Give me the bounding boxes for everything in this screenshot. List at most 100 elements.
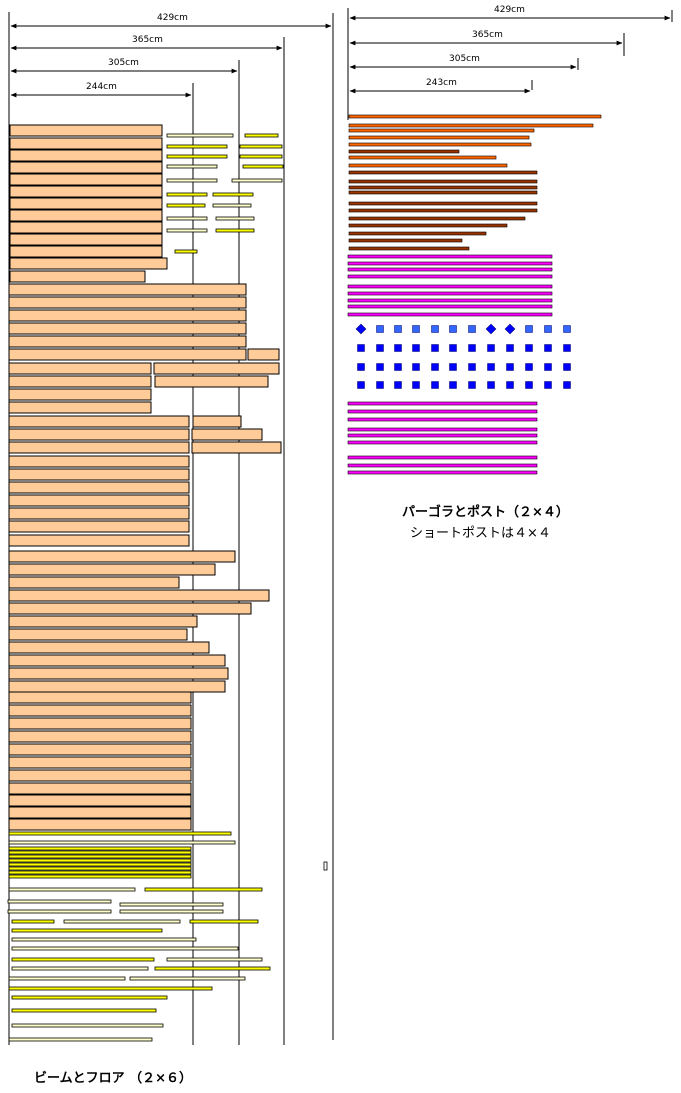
beam-floor-caption: ビームとフロア （２×６） xyxy=(34,1071,193,1086)
short-post-square xyxy=(468,363,476,371)
post-board xyxy=(347,261,553,266)
left-dim-365-label: 365cm xyxy=(132,35,163,45)
beam-board xyxy=(154,375,269,388)
floor-board xyxy=(129,976,246,981)
short-post-square xyxy=(394,363,402,371)
post-board xyxy=(347,274,553,279)
left-dimension-labels: 429cm 365cm 305cm 244cm xyxy=(86,13,188,92)
short-post-diamond xyxy=(355,323,367,335)
beam-board xyxy=(8,415,190,428)
beam-board xyxy=(9,233,163,246)
beam-board xyxy=(8,550,236,563)
beam-board xyxy=(8,283,247,296)
beam-board xyxy=(8,481,190,494)
beam-board xyxy=(8,348,247,361)
short-post-square xyxy=(431,363,439,371)
stray-marker xyxy=(323,861,328,871)
strip-board xyxy=(166,154,228,159)
beam-board xyxy=(9,197,163,210)
pergola-boards xyxy=(348,114,602,251)
strip-board xyxy=(166,164,218,169)
strip-board xyxy=(166,133,234,138)
short-post-square xyxy=(412,325,420,333)
small-strip-boards xyxy=(166,133,284,254)
beam-board xyxy=(8,782,192,795)
beam-board xyxy=(8,667,229,680)
strip-board xyxy=(239,154,283,159)
short-post-square xyxy=(412,363,420,371)
beam-board xyxy=(8,680,226,693)
strip-board xyxy=(166,178,218,183)
beam-board xyxy=(8,769,192,782)
beam-board xyxy=(8,494,190,507)
short-post-square xyxy=(468,381,476,389)
post-board xyxy=(347,470,538,475)
strip-board xyxy=(242,164,284,169)
beam-board xyxy=(191,428,263,441)
left-dim-305-label: 305cm xyxy=(108,58,139,68)
beam-board xyxy=(9,149,163,162)
pergola-board xyxy=(348,216,526,221)
strip-board xyxy=(212,203,252,208)
short-post-diamond xyxy=(504,323,516,335)
left-dim-429-label: 429cm xyxy=(157,13,188,23)
short-post-square xyxy=(468,325,476,333)
beam-board xyxy=(8,730,192,743)
pergola-board xyxy=(348,155,497,160)
beam-board xyxy=(247,348,280,361)
short-post-note: ショートポストは４×４ xyxy=(410,526,551,541)
short-post-square xyxy=(487,381,495,389)
post-board xyxy=(347,417,538,422)
beam-board xyxy=(8,388,152,401)
beam-board xyxy=(8,401,152,414)
beam-board xyxy=(8,362,152,375)
short-post-square xyxy=(563,325,571,333)
beam-board xyxy=(9,270,146,283)
short-post-square xyxy=(394,325,402,333)
short-post-square xyxy=(525,344,533,352)
short-post-diamond xyxy=(485,323,497,335)
floor-board xyxy=(8,862,192,867)
beam-board xyxy=(8,743,192,756)
post-board xyxy=(347,312,553,317)
floor-board xyxy=(8,887,136,892)
short-post-square xyxy=(563,363,571,371)
strip-board xyxy=(231,178,283,183)
pergola-board xyxy=(348,170,538,175)
floor-board xyxy=(8,858,192,863)
beam-board xyxy=(8,691,192,704)
strip-board xyxy=(239,144,283,149)
pergola-board xyxy=(348,208,538,213)
short-post-square xyxy=(468,344,476,352)
floor-board xyxy=(11,937,197,942)
pergola-board xyxy=(348,246,470,251)
right-dim-305-label: 305cm xyxy=(449,54,480,64)
post-board xyxy=(347,267,553,272)
short-post-square xyxy=(506,381,514,389)
short-post-square xyxy=(563,344,571,352)
beam-board xyxy=(8,468,190,481)
strip-board xyxy=(244,133,279,138)
pergola-board xyxy=(348,238,463,243)
floor-board xyxy=(8,846,192,851)
strip-board xyxy=(215,228,255,233)
floor-board xyxy=(8,854,192,859)
short-post-square xyxy=(525,363,533,371)
strip-board xyxy=(166,228,208,233)
short-post-square xyxy=(394,344,402,352)
beam-board xyxy=(8,576,180,589)
beam-board xyxy=(9,173,163,186)
pergola-board xyxy=(348,231,487,236)
beam-board xyxy=(8,322,247,335)
floor-board xyxy=(7,899,112,904)
floor-board xyxy=(189,919,259,924)
short-post-square xyxy=(449,344,457,352)
beam-board xyxy=(9,137,163,150)
short-post-square xyxy=(487,363,495,371)
post-board xyxy=(347,440,538,445)
pergola-board xyxy=(348,135,530,140)
right-dim-243-label: 243cm xyxy=(426,78,457,88)
beam-board xyxy=(9,257,168,270)
strip-board xyxy=(166,203,206,208)
